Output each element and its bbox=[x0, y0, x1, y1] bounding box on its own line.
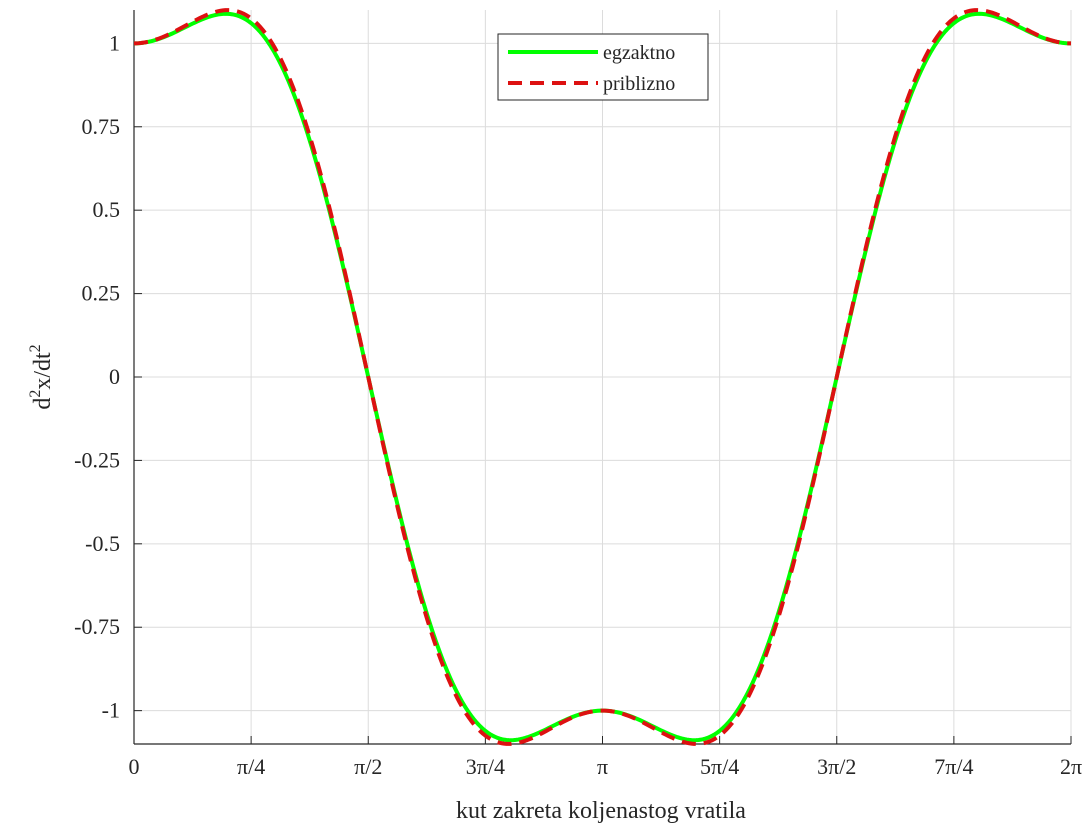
legend-label-priblizno: priblizno bbox=[603, 73, 675, 95]
x-tick-label-7: 7π/4 bbox=[934, 754, 973, 779]
y-label-mid: x/dt bbox=[30, 352, 56, 390]
y-tick-label-1: 0.75 bbox=[82, 114, 121, 139]
y-label-sup1: 2 bbox=[27, 390, 44, 398]
series-line-priblizno bbox=[133, 8, 1072, 746]
axes bbox=[133, 10, 1072, 745]
x-tick-label-5: 5π/4 bbox=[700, 754, 739, 779]
y-label-base: d bbox=[30, 398, 56, 410]
x-tick-label-3: 3π/4 bbox=[466, 754, 505, 779]
y-axis-label-group: d2x/dt2 bbox=[27, 344, 56, 409]
x-tick-label-1: π/4 bbox=[237, 754, 265, 779]
x-tick-label-8: 2π bbox=[1060, 754, 1082, 779]
x-tick-label-6: 3π/2 bbox=[817, 754, 856, 779]
plot-series bbox=[133, 8, 1072, 746]
y-tick-label-5: -0.25 bbox=[74, 447, 120, 472]
legend-box bbox=[497, 33, 709, 101]
x-axis-label: kut zakreta koljenastog vratila bbox=[456, 798, 746, 824]
y-tick-label-7: -0.75 bbox=[74, 614, 120, 639]
y-tick-label-4: 0 bbox=[109, 364, 120, 389]
legend: egzaktno priblizno bbox=[497, 33, 709, 101]
legend-label-egzaktno: egzaktno bbox=[603, 42, 675, 64]
y-tick-label-6: -0.5 bbox=[85, 531, 120, 556]
x-tick-label-0: 0 bbox=[129, 754, 140, 779]
y-tick-label-3: 0.25 bbox=[82, 281, 121, 306]
y-label-sup2: 2 bbox=[27, 344, 44, 352]
x-tick-label-4: π bbox=[597, 754, 608, 779]
y-tick-label-8: -1 bbox=[102, 698, 120, 723]
y-tick-label-2: 0.5 bbox=[93, 197, 121, 222]
y-axis-label: d2x/dt2 bbox=[27, 344, 56, 409]
grid bbox=[133, 10, 1072, 744]
y-tick-label-0: 1 bbox=[109, 30, 120, 55]
tick-labels: 0 π/4 π/2 3π/4 π 5π/4 3π/2 7π/4 2π 1 0.75 0.5 0.25 0 -… bbox=[74, 30, 1082, 779]
x-tick-label-2: π/2 bbox=[354, 754, 382, 779]
